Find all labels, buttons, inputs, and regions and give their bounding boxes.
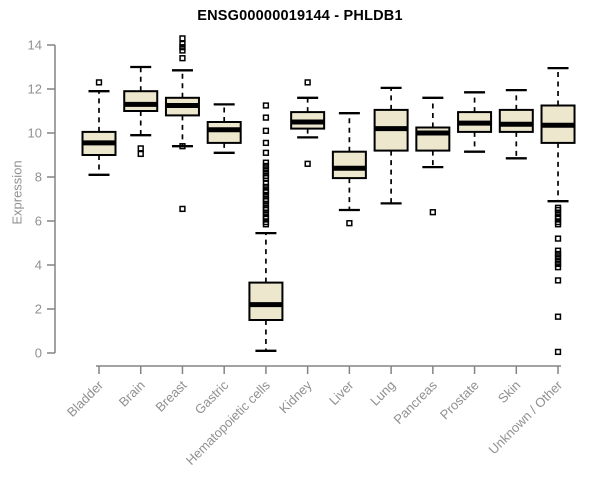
x-tick-label: Unknown / Other — [486, 377, 566, 457]
outlier-marker — [179, 44, 186, 51]
outlier-marker — [554, 250, 562, 258]
box-group-liver — [331, 112, 367, 227]
outlier-marker — [554, 247, 562, 254]
y-tick-label: 0 — [35, 346, 42, 361]
box-group-prostate — [457, 91, 493, 153]
outlier-marker — [554, 264, 562, 271]
outlier-marker — [179, 47, 186, 54]
y-tick-label: 10 — [28, 126, 42, 141]
box-group-kidney — [290, 79, 326, 167]
outlier-marker — [262, 198, 270, 205]
x-tick-label: Gastric — [192, 377, 232, 417]
box-group-skin — [498, 88, 534, 160]
iqr-box — [498, 108, 534, 133]
box-group-breast — [164, 35, 200, 213]
outlier-marker — [554, 235, 562, 242]
outlier-marker — [554, 254, 562, 261]
outlier-marker — [346, 220, 353, 227]
outlier-marker — [262, 180, 270, 187]
x-tick-label: Bladder — [64, 377, 107, 420]
iqr-box — [331, 150, 367, 180]
outlier-marker — [554, 277, 562, 284]
outlier-marker — [137, 150, 144, 158]
x-tick-label: Kidney — [276, 377, 315, 416]
outlier-marker — [95, 79, 103, 86]
box-group-bladder — [81, 79, 117, 176]
box-group-gastric — [206, 103, 242, 154]
box-group-hematopoietic-cells — [248, 102, 284, 352]
iqr-box — [206, 121, 242, 144]
outlier-marker — [429, 209, 436, 216]
x-tick-label: Skin — [495, 378, 523, 406]
outlier-marker — [179, 205, 186, 213]
box-group-lung — [373, 86, 409, 205]
outlier-marker — [262, 114, 270, 121]
iqr-box — [248, 281, 284, 322]
chart-title: ENSG00000019144 - PHLDB1 — [197, 8, 403, 24]
outlier-marker — [262, 159, 270, 166]
outlier-marker — [179, 55, 186, 62]
outlier-marker — [137, 145, 144, 152]
outlier-marker — [179, 35, 186, 42]
outlier-marker — [554, 221, 562, 228]
y-tick-label: 14 — [28, 38, 42, 53]
y-tick-label: 2 — [35, 302, 42, 317]
outlier-marker — [262, 149, 270, 156]
outlier-marker — [554, 260, 562, 268]
outlier-marker — [262, 127, 270, 134]
x-tick-label: Breast — [152, 377, 189, 414]
outlier-marker — [304, 79, 311, 86]
y-tick-label: 12 — [28, 82, 42, 97]
y-tick-label: 4 — [35, 258, 42, 273]
x-tick-label: Lung — [367, 378, 398, 409]
box-group-pancreas — [415, 96, 451, 216]
x-tick-label: Pancreas — [391, 377, 441, 427]
outlier-marker — [262, 102, 270, 109]
outlier-marker — [179, 40, 186, 48]
outlier-marker — [262, 221, 270, 228]
outlier-marker — [304, 160, 311, 167]
outlier-marker — [554, 257, 562, 264]
box-group-unknown-other — [540, 66, 576, 356]
outlier-marker — [554, 313, 562, 320]
outlier-marker — [262, 206, 270, 214]
y-tick-label: 8 — [35, 170, 42, 185]
outlier-marker — [262, 166, 270, 173]
outlier-marker — [262, 189, 270, 196]
outlier-marker — [262, 162, 270, 170]
x-tick-label: Prostate — [437, 378, 482, 423]
outlier-marker — [179, 143, 186, 150]
outlier-marker — [554, 348, 562, 356]
x-tick-label: Brain — [116, 378, 148, 410]
y-tick-label: 6 — [35, 214, 42, 229]
box-group-brain — [123, 65, 159, 158]
outlier-marker — [262, 139, 270, 147]
iqr-box — [123, 90, 159, 112]
outlier-marker — [554, 206, 562, 214]
x-tick-label: Liver — [326, 377, 357, 408]
